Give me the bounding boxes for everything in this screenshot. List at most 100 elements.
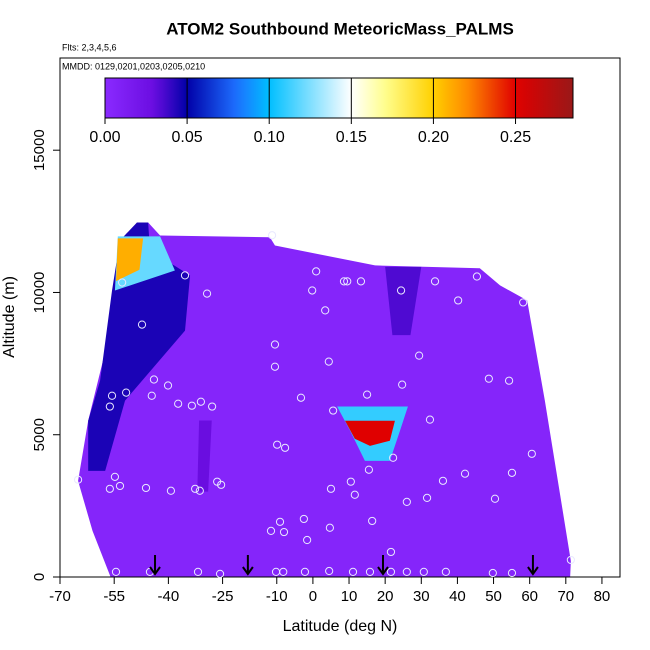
flight-arrow (242, 555, 254, 576)
colorbar-tick-label: 0.25 (500, 129, 531, 146)
sample-point (488, 568, 497, 578)
annotation: MMDD: 0129,0201,0203,0205,0210 (62, 61, 205, 71)
sample-point (396, 286, 406, 295)
sample-point (490, 494, 500, 503)
sample-point (111, 567, 121, 576)
sample-point (163, 381, 173, 390)
sample-point (325, 523, 334, 532)
sample-point (350, 490, 359, 499)
sample-point (202, 289, 212, 298)
sample-point (419, 567, 428, 576)
sample-point (275, 517, 285, 526)
x-tick-label: -10 (266, 588, 288, 605)
sample-point (147, 391, 156, 400)
sample-point (217, 480, 226, 489)
sample-point (137, 320, 147, 329)
x-tick-label: 0 (309, 588, 317, 605)
x-tick-label: 20 (377, 588, 394, 605)
colorbar-tick-label: 0.10 (254, 129, 285, 146)
x-tick-label: 50 (485, 588, 502, 605)
x-tick-label: 40 (449, 588, 466, 605)
sample-point (324, 357, 333, 366)
y-tick-label: 10000 (31, 272, 48, 314)
sample-point (196, 397, 206, 406)
flight-arrow (527, 555, 539, 576)
sample-point (368, 516, 377, 526)
x-tick-label: 60 (521, 588, 538, 605)
colorbar (104, 77, 574, 119)
flight-arrow (149, 555, 161, 576)
field-feature (345, 420, 395, 446)
sample-point (308, 286, 317, 295)
colorbar-tick-label: 0.00 (89, 129, 120, 146)
sample-point (180, 271, 190, 280)
y-tick-label: 0 (31, 573, 48, 581)
sample-point (566, 555, 575, 565)
x-tick-label: -40 (158, 588, 180, 605)
sample-point (472, 272, 482, 281)
x-tick-label: 30 (413, 588, 430, 605)
sample-point (208, 402, 217, 411)
x-tick-label: 80 (594, 588, 611, 605)
sample-point (191, 484, 200, 493)
field-feature (197, 420, 212, 492)
sample-point (270, 362, 280, 371)
sample-point (507, 468, 517, 477)
chart-title: ATOM2 Southbound MeteoricMass_PALMS (166, 19, 514, 38)
sample-point (454, 296, 463, 305)
sample-point (422, 493, 432, 502)
sample-point (348, 567, 358, 576)
flight-arrow (377, 555, 389, 576)
colorbar-tick-label: 0.05 (172, 129, 203, 146)
sample-point (300, 567, 310, 576)
sample-point (266, 526, 276, 536)
sample-point (107, 391, 117, 400)
sample-point (296, 393, 306, 402)
y-axis-label: Altitude (m) (1, 276, 18, 358)
sample-point (303, 535, 312, 545)
sample-point (402, 567, 411, 576)
sample-point (270, 340, 280, 349)
sample-point (118, 278, 127, 287)
y-tick-label: 5000 (31, 418, 48, 451)
sample-point (122, 388, 131, 397)
plot-frame (59, 57, 621, 578)
sample-point (195, 486, 204, 495)
sample-point (362, 390, 372, 399)
sample-point (149, 375, 159, 384)
sample-point (438, 476, 448, 485)
sample-point (187, 401, 196, 410)
sample-point (267, 231, 277, 240)
sample-point (415, 351, 424, 360)
sample-point (425, 415, 435, 424)
sample-point (174, 399, 183, 408)
sample-point (166, 486, 176, 495)
sample-point (389, 453, 398, 462)
x-tick-label: 10 (341, 588, 358, 605)
sample-point (279, 527, 289, 537)
sample-point (386, 547, 396, 557)
sample-point (386, 567, 396, 576)
sample-point (430, 277, 440, 286)
sample-point (215, 569, 225, 578)
sample-point (115, 481, 125, 491)
sample-point (312, 267, 321, 276)
sample-point (356, 277, 366, 286)
sample-point (325, 566, 334, 576)
sample-point (527, 449, 536, 458)
sample-point (504, 376, 514, 385)
sample-point (343, 277, 352, 286)
sample-point (280, 443, 290, 452)
sample-point (441, 567, 450, 576)
x-tick-label: -70 (49, 588, 71, 605)
sample-point (110, 472, 120, 481)
sample-point (193, 567, 203, 576)
sample-point (105, 402, 114, 411)
field-feature (88, 222, 191, 471)
sample-point (105, 484, 114, 493)
field-feature (116, 238, 144, 282)
sample-point (339, 277, 349, 286)
sample-point (321, 306, 330, 315)
x-tick-label: -25 (212, 588, 234, 605)
x-axis-label: Latitude (deg N) (283, 618, 398, 635)
